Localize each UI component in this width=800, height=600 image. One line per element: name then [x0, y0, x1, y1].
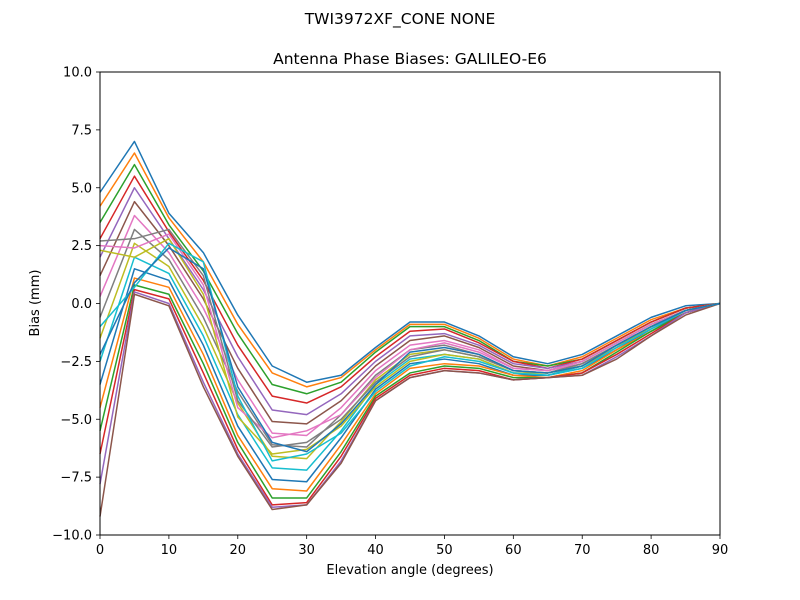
series-line-16 — [99, 293, 721, 517]
x-tick-label: 60 — [505, 543, 522, 558]
series-line-1 — [99, 140, 721, 383]
series-line-17 — [99, 233, 721, 439]
x-tick-label: 40 — [367, 543, 384, 558]
series-line-21 — [99, 247, 721, 453]
figure-suptitle: TWI3972XF_CONE NONE — [304, 10, 496, 29]
x-tick-label: 50 — [436, 543, 453, 558]
y-tick-label: 5.0 — [71, 181, 92, 196]
x-tick-label: 20 — [230, 543, 247, 558]
y-axis-label: Bias (mm) — [28, 270, 43, 337]
x-tick-label: 10 — [161, 543, 178, 558]
y-tick-label: 0.0 — [71, 297, 92, 312]
series-line-12 — [99, 277, 721, 492]
y-tick-label: −5.0 — [60, 413, 92, 428]
series-line-20 — [99, 242, 721, 462]
y-tick-label: 2.5 — [71, 239, 92, 254]
x-tick-label: 30 — [298, 543, 315, 558]
y-axis-ticks: −10.0 −7.5 −5.0 −2.5 0.0 2.5 5.0 7.5 10.0 — [52, 66, 100, 544]
series-line-13 — [99, 284, 721, 499]
series-line-4 — [99, 175, 721, 404]
y-tick-label: −2.5 — [60, 355, 92, 370]
series-group — [99, 140, 721, 517]
x-tick-label: 80 — [643, 543, 660, 558]
y-tick-label: −7.5 — [60, 471, 92, 486]
x-axis-ticks: 0 10 20 30 40 50 60 70 80 90 — [96, 535, 728, 558]
chart-title: Antenna Phase Biases: GALILEO-E6 — [273, 50, 547, 68]
x-axis-label: Elevation angle (degrees) — [326, 563, 493, 578]
x-tick-label: 70 — [574, 543, 591, 558]
x-tick-label: 90 — [712, 543, 729, 558]
x-tick-label: 0 — [96, 543, 104, 558]
y-tick-label: 10.0 — [63, 66, 92, 81]
y-tick-label: −10.0 — [52, 529, 92, 544]
series-line-14 — [99, 288, 721, 506]
y-tick-label: 7.5 — [71, 123, 92, 138]
